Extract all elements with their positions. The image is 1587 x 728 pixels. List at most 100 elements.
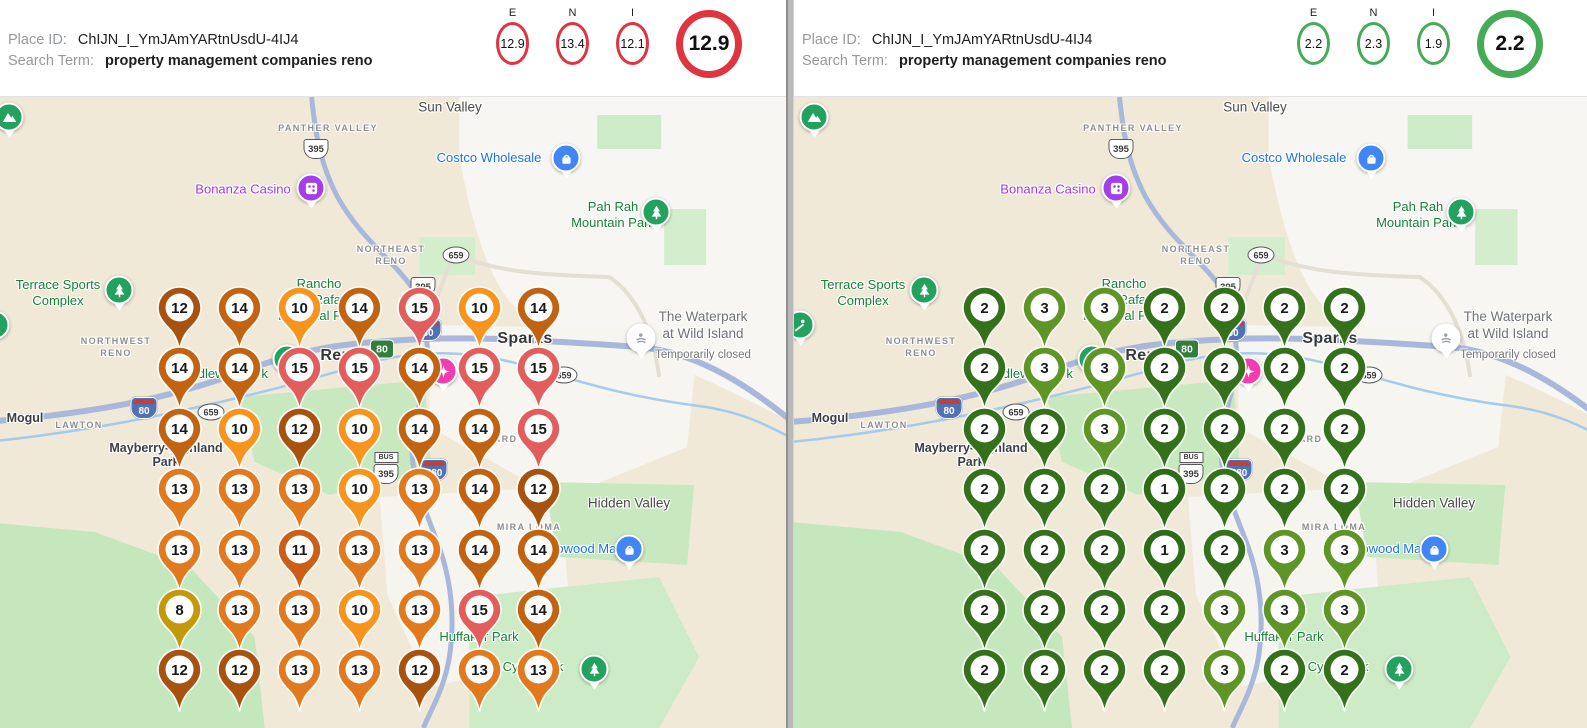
pah-rah-tree-icon[interactable] [1446, 197, 1476, 227]
rank-pin-r1-c1[interactable]: 12 [156, 285, 202, 352]
rank-pin-r4-c7[interactable]: 12 [515, 466, 561, 533]
rank-pin-r4-c5[interactable]: 13 [396, 466, 442, 533]
rank-pin-r3-c1[interactable]: 14 [156, 406, 202, 473]
rank-pin-r1-c5[interactable]: 15 [396, 285, 442, 352]
rank-pin-r2-c7[interactable]: 15 [515, 345, 561, 412]
rank-pin-r3-c1[interactable]: 2 [961, 406, 1007, 473]
rank-pin-r7-c1[interactable]: 12 [156, 647, 202, 714]
rank-pin-r4-c3[interactable]: 13 [276, 466, 322, 533]
rank-pin-r7-c2[interactable]: 12 [216, 647, 262, 714]
rank-pin-r5-c4[interactable]: 1 [1141, 527, 1187, 594]
rank-pin-r3-c2[interactable]: 10 [216, 406, 262, 473]
rank-pin-r3-c5[interactable]: 2 [1201, 406, 1247, 473]
rank-pin-r4-c1[interactable]: 13 [156, 466, 202, 533]
rank-pin-r6-c4[interactable]: 2 [1141, 587, 1187, 654]
rank-pin-r2-c2[interactable]: 14 [216, 345, 262, 412]
overall-score-circle[interactable]: 12.9 [676, 10, 742, 78]
rank-pin-r5-c7[interactable]: 14 [515, 527, 561, 594]
rank-pin-r2-c4[interactable]: 2 [1141, 345, 1187, 412]
mountain-park-icon[interactable] [0, 102, 24, 132]
waterpark-icon[interactable] [1431, 323, 1461, 353]
rank-pin-r5-c2[interactable]: 13 [216, 527, 262, 594]
rank-grid-map-left[interactable]: Sun Valley PANTHER VALLEY Bonanza Casino Co… [0, 97, 786, 728]
rank-pin-r4-c4[interactable]: 1 [1141, 466, 1187, 533]
rank-pin-r7-c3[interactable]: 2 [1081, 647, 1127, 714]
metric-i[interactable]: I 1.9 [1417, 7, 1450, 65]
rank-pin-r7-c3[interactable]: 13 [276, 647, 322, 714]
rank-pin-r6-c5[interactable]: 13 [396, 587, 442, 654]
rank-pin-r4-c6[interactable]: 2 [1261, 466, 1307, 533]
rank-pin-r5-c5[interactable]: 13 [396, 527, 442, 594]
rank-pin-r1-c4[interactable]: 14 [336, 285, 382, 352]
rank-pin-r6-c1[interactable]: 2 [961, 587, 1007, 654]
rank-pin-r7-c4[interactable]: 2 [1141, 647, 1187, 714]
metric-n[interactable]: N 2.3 [1357, 7, 1390, 65]
rank-pin-r5-c6[interactable]: 14 [456, 527, 502, 594]
rank-pin-r5-c2[interactable]: 2 [1021, 527, 1067, 594]
rank-pin-r5-c5[interactable]: 2 [1201, 527, 1247, 594]
rank-pin-r4-c6[interactable]: 14 [456, 466, 502, 533]
rank-pin-r7-c5[interactable]: 3 [1201, 647, 1247, 714]
rank-pin-r1-c2[interactable]: 3 [1021, 285, 1067, 352]
meadowood-bag-icon[interactable] [1419, 534, 1449, 564]
rank-pin-r1-c7[interactable]: 2 [1321, 285, 1367, 352]
rank-pin-r2-c1[interactable]: 2 [961, 345, 1007, 412]
rank-pin-r2-c6[interactable]: 2 [1261, 345, 1307, 412]
rank-pin-r3-c4[interactable]: 2 [1141, 406, 1187, 473]
meadowood-bag-icon[interactable] [614, 534, 644, 564]
overall-score-circle[interactable]: 2.2 [1477, 10, 1543, 78]
rank-pin-r7-c2[interactable]: 2 [1021, 647, 1067, 714]
rank-pin-r5-c1[interactable]: 2 [961, 527, 1007, 594]
rank-pin-r6-c3[interactable]: 2 [1081, 587, 1127, 654]
costco-bag-icon[interactable] [551, 143, 581, 173]
rank-pin-r2-c5[interactable]: 2 [1201, 345, 1247, 412]
ski-area-icon[interactable] [794, 310, 815, 340]
rank-pin-r3-c4[interactable]: 10 [336, 406, 382, 473]
rank-pin-r2-c3[interactable]: 3 [1081, 345, 1127, 412]
rank-pin-r1-c2[interactable]: 14 [216, 285, 262, 352]
panel-divider[interactable] [786, 0, 794, 728]
rank-pin-r5-c6[interactable]: 3 [1261, 527, 1307, 594]
terrace-tree-icon[interactable] [104, 275, 134, 305]
cyan-park-tree-icon[interactable] [1384, 654, 1414, 684]
rank-pin-r1-c6[interactable]: 10 [456, 285, 502, 352]
rank-pin-r1-c4[interactable]: 2 [1141, 285, 1187, 352]
rank-pin-r7-c6[interactable]: 13 [456, 647, 502, 714]
rank-pin-r7-c7[interactable]: 13 [515, 647, 561, 714]
rank-pin-r6-c3[interactable]: 13 [276, 587, 322, 654]
rank-pin-r2-c6[interactable]: 15 [456, 345, 502, 412]
rank-pin-r6-c5[interactable]: 3 [1201, 587, 1247, 654]
rank-pin-r3-c5[interactable]: 14 [396, 406, 442, 473]
rank-pin-r4-c4[interactable]: 10 [336, 466, 382, 533]
rank-pin-r2-c1[interactable]: 14 [156, 345, 202, 412]
rank-pin-r1-c1[interactable]: 2 [961, 285, 1007, 352]
rank-pin-r1-c6[interactable]: 2 [1261, 285, 1307, 352]
rank-pin-r4-c3[interactable]: 2 [1081, 466, 1127, 533]
pah-rah-tree-icon[interactable] [641, 197, 671, 227]
rank-pin-r6-c2[interactable]: 13 [216, 587, 262, 654]
bonanza-dice-icon[interactable] [296, 173, 326, 203]
rank-pin-r4-c2[interactable]: 2 [1021, 466, 1067, 533]
rank-pin-r7-c1[interactable]: 2 [961, 647, 1007, 714]
metric-e[interactable]: E 12.9 [496, 7, 529, 65]
rank-pin-r7-c7[interactable]: 2 [1321, 647, 1367, 714]
rank-pin-r6-c4[interactable]: 10 [336, 587, 382, 654]
rank-pin-r1-c7[interactable]: 14 [515, 285, 561, 352]
rank-pin-r7-c4[interactable]: 13 [336, 647, 382, 714]
rank-pin-r5-c1[interactable]: 13 [156, 527, 202, 594]
rank-pin-r2-c4[interactable]: 15 [336, 345, 382, 412]
rank-pin-r2-c2[interactable]: 3 [1021, 345, 1067, 412]
rank-pin-r3-c3[interactable]: 3 [1081, 406, 1127, 473]
rank-pin-r4-c7[interactable]: 2 [1321, 466, 1367, 533]
rank-pin-r1-c3[interactable]: 10 [276, 285, 322, 352]
rank-pin-r2-c5[interactable]: 14 [396, 345, 442, 412]
rank-pin-r6-c1[interactable]: 8 [156, 587, 202, 654]
rank-pin-r2-c7[interactable]: 2 [1321, 345, 1367, 412]
rank-pin-r5-c4[interactable]: 13 [336, 527, 382, 594]
rank-grid-map-right[interactable]: Sun Valley PANTHER VALLEY Bonanza Casino Co… [794, 97, 1587, 728]
rank-pin-r3-c2[interactable]: 2 [1021, 406, 1067, 473]
mountain-park-icon[interactable] [799, 102, 829, 132]
rank-pin-r4-c5[interactable]: 2 [1201, 466, 1247, 533]
rank-pin-r3-c7[interactable]: 15 [515, 406, 561, 473]
rank-pin-r1-c3[interactable]: 3 [1081, 285, 1127, 352]
